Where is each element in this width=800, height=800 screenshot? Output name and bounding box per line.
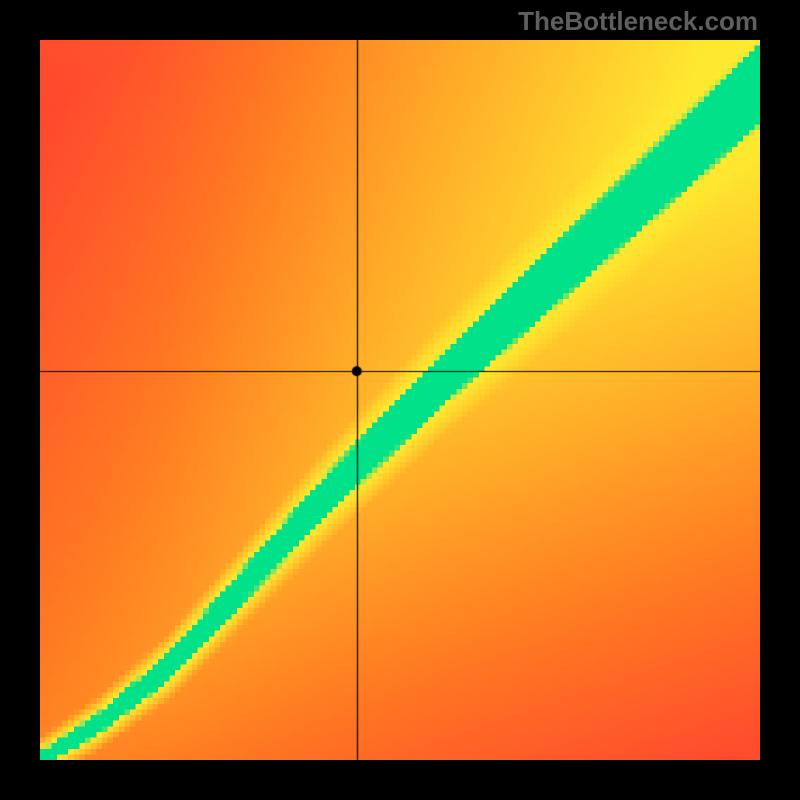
bottleneck-heatmap: [40, 40, 760, 760]
watermark-text: TheBottleneck.com: [518, 6, 758, 37]
chart-container: TheBottleneck.com: [0, 0, 800, 800]
